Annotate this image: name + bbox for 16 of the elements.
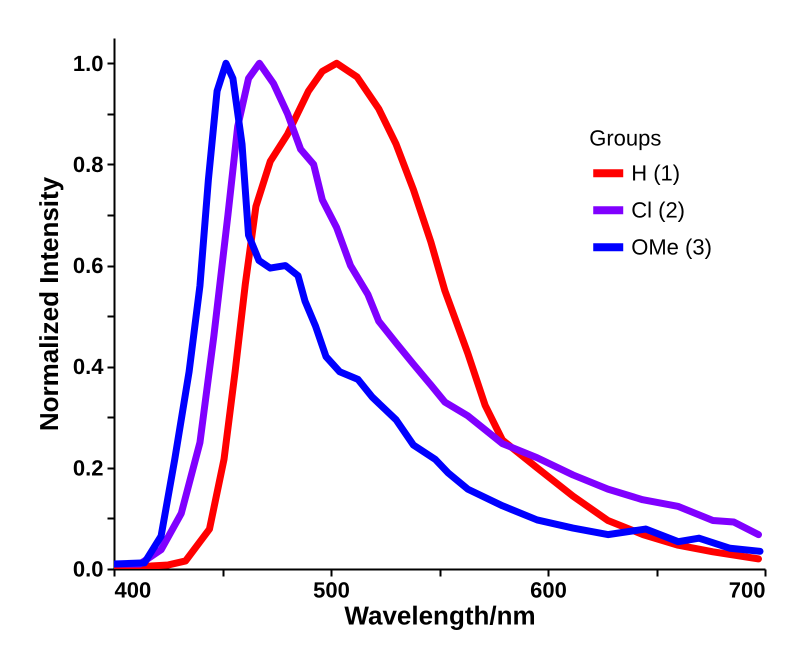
legend-title: Groups [589, 125, 662, 150]
y-tick-label: 0.0 [72, 556, 104, 582]
y-tick-label: 0.6 [72, 253, 104, 278]
x-tick-label: 400 [114, 578, 152, 602]
y-tick-label: 0.2 [72, 455, 104, 480]
x-tick-label: 600 [530, 578, 567, 602]
legend-label: Cl (2) [631, 197, 686, 222]
x-tick-label: 500 [313, 578, 350, 602]
legend-label: H (1) [631, 160, 680, 186]
legend-label: OMe (3) [631, 234, 712, 260]
y-tick-label: 1.0 [72, 50, 104, 76]
y-tick-label: 0.4 [72, 354, 104, 380]
y-axis-title: Normalized Intensity [34, 176, 64, 432]
x-axis-title: Wavelength/nm [344, 600, 536, 630]
y-tick-label: 0.8 [72, 152, 104, 177]
x-tick-label: 700 [728, 578, 766, 602]
